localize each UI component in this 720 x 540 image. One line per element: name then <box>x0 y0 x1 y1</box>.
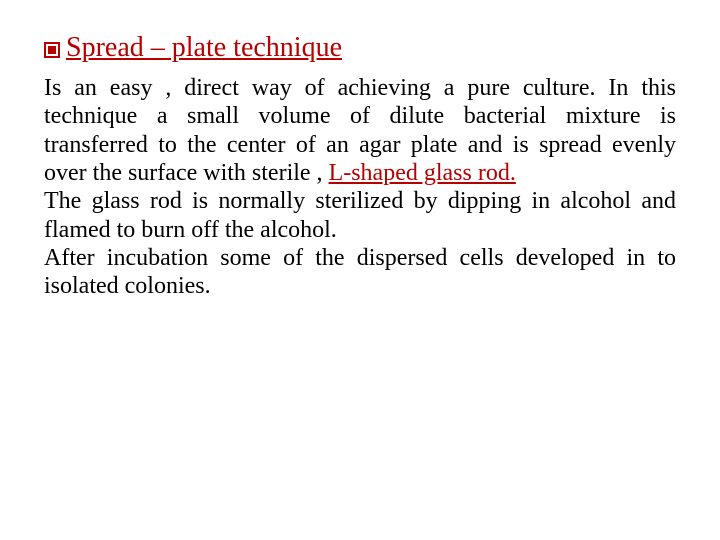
paragraph-3: After incubation some of the dispersed c… <box>44 244 676 301</box>
slide: Spread – plate technique Is an easy , di… <box>0 0 720 540</box>
square-bullet-inner-icon <box>48 46 56 54</box>
slide-heading: Spread – plate technique <box>44 32 676 64</box>
heading-text: Spread – plate technique <box>66 32 342 64</box>
paragraph-1: Is an easy , direct way of achieving a p… <box>44 74 676 187</box>
square-bullet-icon <box>44 42 60 58</box>
paragraph-2: The glass rod is normally sterilized by … <box>44 187 676 244</box>
slide-body: Is an easy , direct way of achieving a p… <box>44 74 676 301</box>
para1-highlight: L-shaped glass rod. <box>329 160 516 186</box>
